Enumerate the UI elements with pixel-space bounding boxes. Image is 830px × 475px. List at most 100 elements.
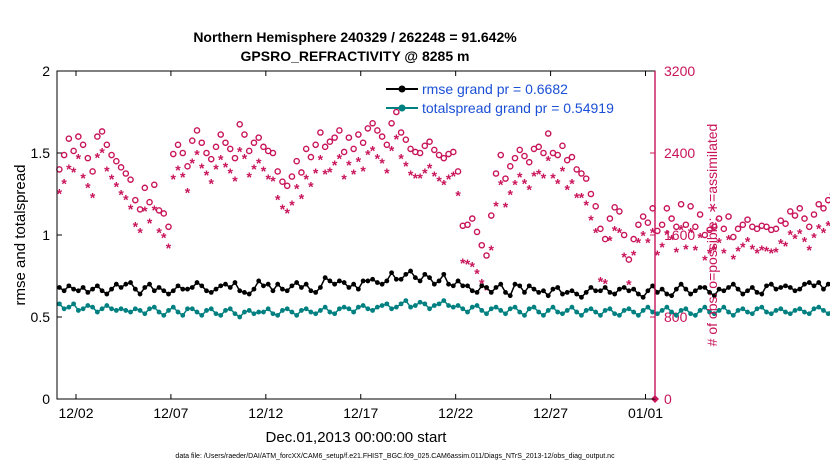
assimilated-obs-marker: * (327, 164, 333, 180)
possible-obs-marker (611, 204, 618, 211)
x-tick-label: 12/07 (153, 405, 188, 421)
totalspread-point (156, 309, 162, 315)
possible-obs-marker (730, 233, 737, 241)
possible-obs-marker (483, 252, 490, 259)
totalspread-point (403, 298, 409, 303)
assimilated-obs-marker: * (175, 162, 181, 178)
totalspread-point (574, 309, 580, 315)
assimilated-obs-marker: * (123, 192, 129, 208)
rmse-point (626, 288, 632, 294)
assimilated-obs-marker: * (797, 225, 803, 241)
totalspread-point (299, 308, 304, 313)
rmse-point (303, 281, 309, 287)
possible-obs-marker (805, 223, 813, 231)
totalspread-point (825, 311, 830, 317)
rmse-point (261, 283, 266, 289)
totalspread-point (80, 306, 86, 312)
possible-obs-marker (274, 168, 281, 175)
possible-obs-marker (753, 225, 761, 233)
possible-obs-marker (113, 157, 120, 165)
rmse-point (284, 288, 290, 294)
x-tick-label: 12/22 (438, 405, 473, 421)
possible-obs-marker (302, 145, 310, 153)
rmse-point (692, 288, 698, 294)
possible-obs-marker (668, 215, 675, 222)
rmse-point (199, 283, 205, 289)
totalspread-point (749, 311, 755, 317)
assimilated-obs-marker: * (493, 198, 499, 214)
rmse-point (640, 294, 646, 300)
totalspread-point (56, 301, 62, 307)
assimilated-obs-marker: * (246, 169, 252, 185)
possible-obs-marker (701, 231, 709, 239)
possible-obs-marker (815, 200, 823, 208)
totalspread-point (275, 312, 281, 318)
rmse-point (768, 281, 774, 287)
assimilated-obs-marker: * (109, 171, 115, 187)
assimilated-obs-marker: * (161, 230, 167, 246)
possible-obs-marker (426, 138, 433, 146)
assimilated-obs-marker: * (764, 243, 770, 259)
possible-obs-marker (298, 169, 305, 176)
assimilated-obs-marker: * (294, 180, 300, 196)
possible-obs-marker (635, 221, 642, 229)
assimilated-obs-marker: * (688, 224, 694, 240)
assimilated-obs-marker: * (702, 252, 708, 268)
totalspread-point (498, 308, 504, 313)
assimilated-obs-marker: * (750, 241, 756, 257)
assimilated-obs-marker: * (308, 178, 314, 194)
possible-obs-marker (711, 223, 718, 231)
totalspread-point (308, 309, 314, 315)
assimilated-obs-marker: * (560, 163, 566, 179)
assimilated-obs-marker: * (261, 163, 267, 179)
assimilated-obs-marker: * (536, 166, 542, 182)
totalspread-point (678, 308, 684, 313)
possible-obs-marker (606, 215, 614, 222)
assimilated-obs-marker: * (280, 201, 286, 217)
possible-obs-marker (597, 225, 604, 233)
rmse-point (474, 290, 480, 295)
possible-obs-marker (502, 175, 509, 182)
assimilated-obs-marker: * (394, 131, 400, 147)
legend-rmse-marker (398, 85, 406, 93)
rmse-point (56, 285, 62, 290)
assimilated-obs-marker: * (403, 158, 409, 174)
totalspread-point (569, 304, 575, 310)
possible-obs-marker (772, 225, 780, 233)
possible-obs-marker (720, 225, 728, 233)
totalspread-point (579, 312, 584, 318)
rmse-point (128, 280, 133, 285)
assimilated-obs-marker: * (90, 190, 96, 206)
assimilated-obs-marker: * (370, 142, 376, 158)
totalspread-point (626, 306, 632, 312)
assimilated-obs-marker: * (621, 249, 627, 265)
rmse-point (66, 283, 72, 289)
totalspread-point (251, 311, 257, 317)
assimilated-obs-marker: * (318, 152, 324, 168)
totalspread-point (327, 309, 333, 315)
totalspread-point (735, 308, 741, 313)
totalspread-point (484, 311, 489, 317)
possible-obs-marker (160, 210, 168, 217)
possible-obs-marker (260, 143, 267, 151)
assimilated-obs-marker: * (427, 160, 433, 176)
totalspread-point (199, 312, 205, 318)
possible-obs-marker (663, 205, 671, 212)
assimilated-obs-marker: * (569, 175, 575, 191)
axis-ticks: 12/02 12/07 12/12 12/17 12/22 12/27 01/0100.51… (31, 63, 696, 421)
assimilated-obs-marker: * (489, 242, 495, 258)
rmse-point (564, 290, 570, 295)
possible-obs-marker (312, 141, 319, 149)
assimilated-obs-marker: * (133, 218, 139, 234)
assimilated-obs-marker: * (778, 236, 784, 252)
rmse-point (308, 288, 314, 294)
totalspread-point (71, 301, 77, 307)
totalspread-point (189, 306, 195, 312)
totalspread-point (431, 303, 437, 308)
assimilated-obs-marker: * (199, 160, 205, 176)
possible-obs-marker (435, 151, 443, 159)
possible-obs-marker (620, 231, 628, 239)
assimilated-obs-marker: * (417, 170, 423, 186)
assimilated-obs-marker: * (617, 224, 623, 240)
assimilated-obs-marker: * (650, 224, 656, 240)
